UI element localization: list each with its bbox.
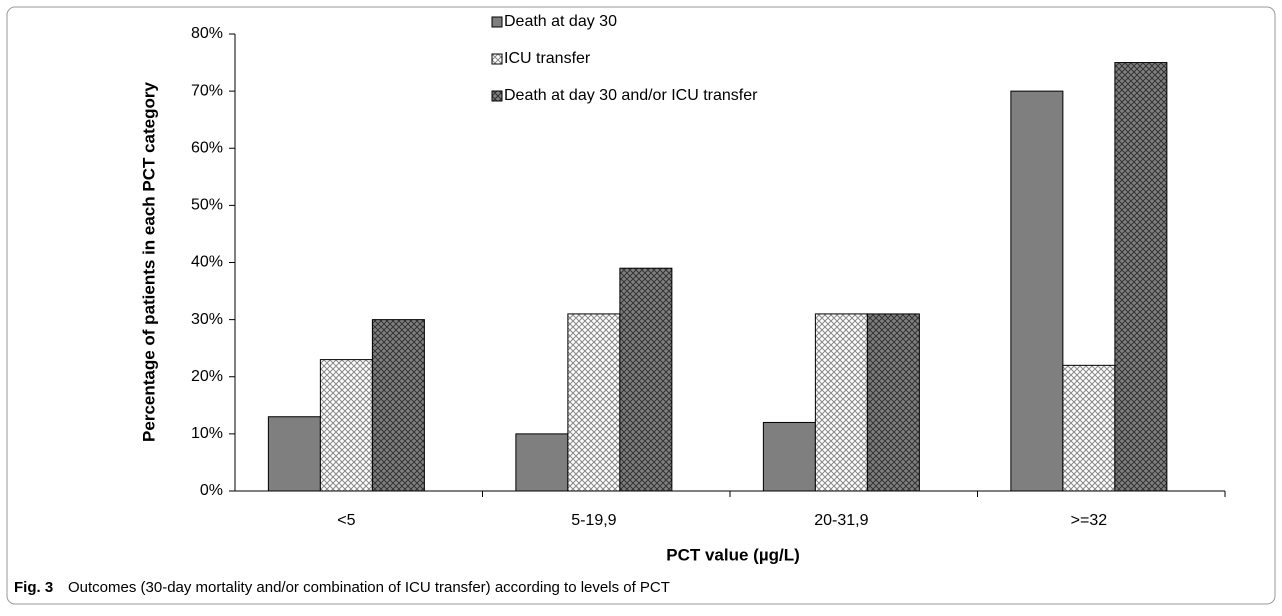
y-axis-title: Percentage of patients in each PCT categ… (139, 81, 158, 441)
y-tick-label: 40% (191, 254, 223, 271)
y-tick-label: 30% (191, 311, 223, 328)
y-tick-label: 50% (191, 197, 223, 214)
x-tick-label: 20-31,9 (814, 512, 868, 529)
legend-swatch (491, 53, 503, 65)
legend-swatch (491, 90, 503, 102)
legend-label: Death at day 30 (504, 13, 617, 30)
bar (814, 313, 868, 492)
y-tick-label: 60% (191, 139, 223, 156)
caption-label: Fig. 3 (14, 579, 53, 596)
x-axis-title: PCT value (µg/L) (666, 545, 800, 564)
legend-label: ICU transfer (504, 50, 591, 67)
bar (866, 313, 920, 492)
y-tick-label: 20% (191, 368, 223, 385)
bar (1010, 90, 1064, 492)
x-tick-label: <5 (337, 512, 355, 529)
bar (762, 421, 816, 492)
caption: Outcomes (30-day mortality and/or combin… (68, 579, 670, 596)
bar (1062, 364, 1116, 492)
bar (515, 433, 569, 492)
y-tick-label: 10% (191, 425, 223, 442)
bar (319, 359, 373, 492)
legend-label: Death at day 30 and/or ICU transfer (504, 87, 758, 104)
bar (619, 267, 673, 492)
y-tick-label: 0% (200, 482, 223, 499)
bar (267, 416, 321, 492)
y-tick-label: 70% (191, 82, 223, 99)
x-tick-label: 5-19,9 (571, 512, 616, 529)
y-tick-label: 80% (191, 25, 223, 42)
legend-swatch (491, 16, 503, 28)
x-tick-label: >=32 (1071, 512, 1108, 529)
bar (1114, 62, 1168, 492)
bar (567, 313, 621, 492)
bar (371, 319, 425, 492)
figure-frame (6, 6, 1276, 605)
